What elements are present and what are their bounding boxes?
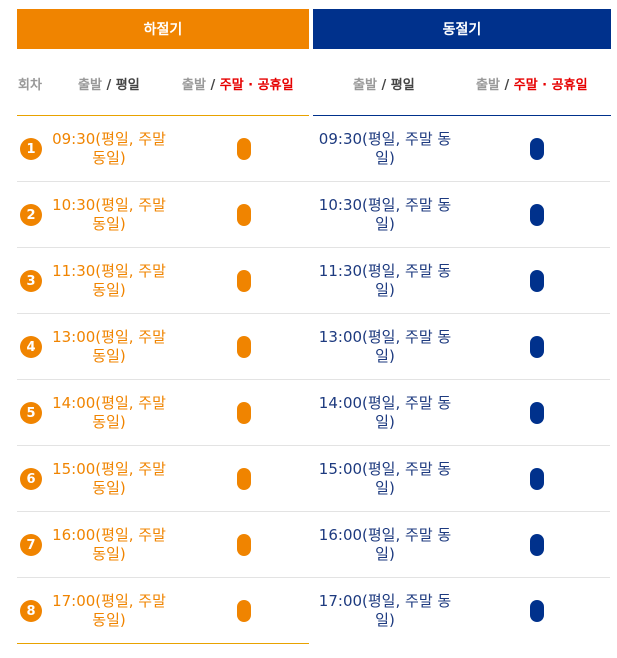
header-weekday-label: 평일 <box>115 78 140 93</box>
header-slash: / <box>205 78 220 93</box>
table-row: 1 09:30(평일, 주말 동일) 09:30(평일, 주말 동일) <box>17 116 610 182</box>
summer-weekend-indicator-icon <box>237 534 251 556</box>
header-weekend-label: 주말 · 공휴일 <box>219 78 294 93</box>
summer-departure-time: 09:30(평일, 주말 동일) <box>52 130 166 167</box>
summer-departure-time: 11:30(평일, 주말 동일) <box>52 262 166 299</box>
summer-departure-time: 17:00(평일, 주말 동일) <box>52 592 166 629</box>
round-number-badge: 4 <box>20 336 42 358</box>
summer-departure-time: 14:00(평일, 주말 동일) <box>52 394 166 431</box>
summer-header-divider <box>17 115 309 116</box>
table-row: 2 10:30(평일, 주말 동일) 10:30(평일, 주말 동일) <box>17 182 610 248</box>
winter-departure-time: 16:00(평일, 주말 동일) <box>318 526 452 563</box>
summer-weekend-indicator-icon <box>237 600 251 622</box>
summer-weekend-indicator-icon <box>237 336 251 358</box>
row-divider <box>17 247 610 248</box>
winter-departure-time: 10:30(평일, 주말 동일) <box>318 196 452 233</box>
table-row: 6 15:00(평일, 주말 동일) 15:00(평일, 주말 동일) <box>17 446 610 512</box>
header-winter-weekend: 출발 / 주말 · 공휴일 <box>476 74 588 93</box>
winter-departure-time: 09:30(평일, 주말 동일) <box>318 130 452 167</box>
tab-summer-label: 하절기 <box>143 22 183 38</box>
header-round: 회차 <box>18 74 42 93</box>
header-slash: / <box>376 78 391 93</box>
summer-weekend-indicator-icon <box>237 468 251 490</box>
summer-weekend-indicator-icon <box>237 138 251 160</box>
winter-weekend-indicator-icon <box>530 138 544 160</box>
row-divider <box>17 445 610 446</box>
header-round-label: 회차 <box>18 78 42 93</box>
round-number-badge: 1 <box>20 138 42 160</box>
tab-winter-label: 동절기 <box>442 22 482 38</box>
header-depart-label: 출발 <box>78 78 102 93</box>
row-divider <box>17 511 610 512</box>
round-number-badge: 2 <box>20 204 42 226</box>
summer-departure-time: 15:00(평일, 주말 동일) <box>52 460 166 497</box>
row-divider <box>17 379 610 380</box>
winter-weekend-indicator-icon <box>530 336 544 358</box>
round-number-badge: 7 <box>20 534 42 556</box>
header-weekday-label: 평일 <box>390 78 415 93</box>
header-slash: / <box>499 78 514 93</box>
round-number-badge: 3 <box>20 270 42 292</box>
table-row: 8 17:00(평일, 주말 동일) 17:00(평일, 주말 동일) <box>17 578 610 644</box>
summer-departure-time: 13:00(평일, 주말 동일) <box>52 328 166 365</box>
winter-weekend-indicator-icon <box>530 204 544 226</box>
row-divider <box>17 313 610 314</box>
round-number-badge: 8 <box>20 600 42 622</box>
round-number-badge: 5 <box>20 402 42 424</box>
table-row: 5 14:00(평일, 주말 동일) 14:00(평일, 주말 동일) <box>17 380 610 446</box>
winter-departure-time: 15:00(평일, 주말 동일) <box>318 460 452 497</box>
round-number-badge: 6 <box>20 468 42 490</box>
summer-weekend-indicator-icon <box>237 204 251 226</box>
header-summer-weekend: 출발 / 주말 · 공휴일 <box>182 74 294 93</box>
table-row: 7 16:00(평일, 주말 동일) 16:00(평일, 주말 동일) <box>17 512 610 578</box>
header-weekend-label: 주말 · 공휴일 <box>513 78 588 93</box>
winter-departure-time: 14:00(평일, 주말 동일) <box>318 394 452 431</box>
winter-departure-time: 17:00(평일, 주말 동일) <box>318 592 452 629</box>
summer-departure-time: 10:30(평일, 주말 동일) <box>52 196 166 233</box>
row-divider <box>17 181 610 182</box>
winter-departure-time: 11:30(평일, 주말 동일) <box>318 262 452 299</box>
winter-weekend-indicator-icon <box>530 534 544 556</box>
summer-weekend-indicator-icon <box>237 402 251 424</box>
header-depart-label: 출발 <box>182 78 206 93</box>
winter-header-divider <box>313 115 611 116</box>
summer-weekend-indicator-icon <box>237 270 251 292</box>
header-summer-weekday: 출발 / 평일 <box>78 74 140 93</box>
summer-bottom-divider <box>17 643 309 644</box>
winter-weekend-indicator-icon <box>530 468 544 490</box>
header-slash: / <box>101 78 116 93</box>
tab-winter[interactable]: 동절기 <box>313 9 611 49</box>
tab-summer[interactable]: 하절기 <box>17 9 309 49</box>
header-winter-weekday: 출발 / 평일 <box>353 74 415 93</box>
summer-departure-time: 16:00(평일, 주말 동일) <box>52 526 166 563</box>
winter-departure-time: 13:00(평일, 주말 동일) <box>318 328 452 365</box>
header-depart-label: 출발 <box>353 78 377 93</box>
winter-weekend-indicator-icon <box>530 600 544 622</box>
header-depart-label: 출발 <box>476 78 500 93</box>
row-divider <box>17 577 610 578</box>
winter-weekend-indicator-icon <box>530 270 544 292</box>
table-row: 4 13:00(평일, 주말 동일) 13:00(평일, 주말 동일) <box>17 314 610 380</box>
table-row: 3 11:30(평일, 주말 동일) 11:30(평일, 주말 동일) <box>17 248 610 314</box>
winter-weekend-indicator-icon <box>530 402 544 424</box>
